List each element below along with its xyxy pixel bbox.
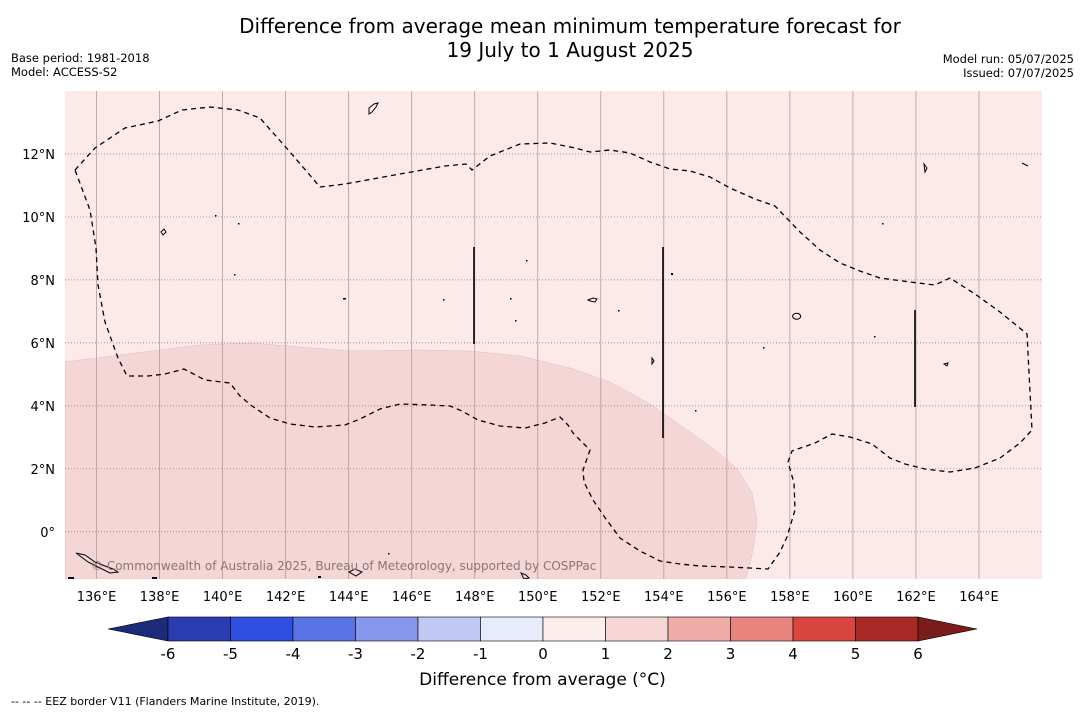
- colorbar-tick-label: -1: [473, 645, 488, 663]
- longitude-label: 152°E: [581, 590, 621, 605]
- longitude-label: 138°E: [140, 590, 180, 605]
- colorbar-tick-label: 3: [726, 645, 736, 663]
- latitude-label: 12°N: [22, 148, 55, 163]
- island-bismarck: [347, 568, 364, 577]
- island-kosrae: [942, 362, 949, 367]
- map-title: Difference from average mean minimum tem…: [0, 14, 1085, 62]
- model-name: Model: ACCESS-S2: [11, 65, 118, 79]
- latitude-label: 8°N: [31, 274, 56, 289]
- longitude-label: 162°E: [896, 590, 936, 605]
- colorbar-bin: [167, 616, 231, 642]
- latitude-label: 4°N: [31, 400, 56, 415]
- copyright-text: © Commonwealth of Australia 2025, Bureau…: [91, 559, 596, 573]
- title-line-2: 19 July to 1 August 2025: [446, 38, 694, 62]
- colorbar-bin: [542, 616, 606, 642]
- colorbar-bin: [667, 616, 731, 642]
- island-outlines: [75, 102, 1029, 579]
- colorbar-bin: [480, 616, 544, 642]
- longitude-label: 158°E: [770, 590, 810, 605]
- colorbar-title: Difference from average (°C): [419, 670, 666, 690]
- latitude-label: 0°: [40, 526, 55, 541]
- longitude-label: 136°E: [77, 590, 117, 605]
- latitude-label: 2°N: [31, 463, 56, 478]
- longitude-label: 146°E: [392, 590, 432, 605]
- longitude-labels: 136°E 138°E 140°E 142°E 144°E 146°E 148°E 150°E…: [77, 590, 999, 605]
- colorbar-tick-label: 1: [601, 645, 611, 663]
- issued-date: Issued: 07/07/2025: [963, 66, 1074, 80]
- colorbar: -6 -5 -4 -3 -2 -1 0 1 2 3 4 5 6: [107, 616, 978, 663]
- colorbar-extend-high: [917, 616, 978, 642]
- colorbar-bin: [605, 616, 669, 642]
- gridlines: [65, 91, 1042, 579]
- meta-right: Model run: 05/07/2025 Issued: 07/07/2025: [943, 52, 1074, 80]
- longitude-label: 156°E: [707, 590, 747, 605]
- model-run: Model run: 05/07/2025: [942, 52, 1074, 66]
- colorbar-extend-low: [107, 616, 169, 642]
- colorbar-tick-label: -6: [161, 645, 176, 663]
- longitude-label: 150°E: [518, 590, 558, 605]
- island-palau: [160, 228, 167, 236]
- anomaly-region-1-2: [65, 342, 758, 579]
- latitude-labels: 12°N 10°N 8°N 6°N 4°N 2°N 0°: [22, 148, 55, 541]
- colorbar-bin: [855, 616, 919, 642]
- colorbar-bin: [792, 616, 856, 642]
- colorbar-tick-label: -2: [411, 645, 426, 663]
- title-line-1: Difference from average mean minimum tem…: [239, 14, 901, 38]
- island-small-2: [1021, 162, 1029, 167]
- colorbar-tick-label: 0: [538, 645, 548, 663]
- latitude-label: 10°N: [22, 211, 55, 226]
- colorbar-bin: [230, 616, 294, 642]
- eez-border: [74, 106, 1033, 570]
- island-small-3: [923, 162, 928, 174]
- longitude-label: 164°E: [959, 590, 999, 605]
- meta-left: Base period: 1981-2018 Model: ACCESS-S2: [11, 51, 150, 79]
- island-new-guinea-coast: [75, 552, 120, 574]
- map-area: © Commonwealth of Australia 2025, Bureau…: [65, 91, 1042, 579]
- colorbar-bin: [355, 616, 419, 642]
- colorbar-tick-label: 6: [913, 645, 923, 663]
- colorbar-bin: [417, 616, 481, 642]
- colorbar-tick-label: 2: [663, 645, 673, 663]
- colorbar-tick-label: 4: [788, 645, 798, 663]
- longitude-label: 154°E: [644, 590, 684, 605]
- island-chuuk: [586, 297, 598, 303]
- base-period: Base period: 1981-2018: [11, 51, 150, 65]
- island-small-1: [651, 356, 655, 366]
- colorbar-tick-label: 5: [851, 645, 861, 663]
- latitude-label: 6°N: [31, 337, 56, 352]
- colorbar-bin: [730, 616, 794, 642]
- colorbar-tick-label: -3: [348, 645, 363, 663]
- colorbar-tick-label: -4: [286, 645, 301, 663]
- colorbar-tick-label: -5: [223, 645, 238, 663]
- longitude-label: 142°E: [266, 590, 306, 605]
- longitude-label: 148°E: [455, 590, 495, 605]
- longitude-label: 144°E: [329, 590, 369, 605]
- island-bougainville: [519, 572, 531, 579]
- small-island-dots: [68, 215, 884, 579]
- longitude-label: 160°E: [833, 590, 873, 605]
- island-pohnpei: [792, 312, 802, 320]
- longitude-label: 140°E: [203, 590, 243, 605]
- eez-footnote: -- -- -- EEZ border V11 (Flanders Marine…: [11, 695, 320, 708]
- colorbar-bin: [292, 616, 356, 642]
- island-guam: [368, 102, 379, 115]
